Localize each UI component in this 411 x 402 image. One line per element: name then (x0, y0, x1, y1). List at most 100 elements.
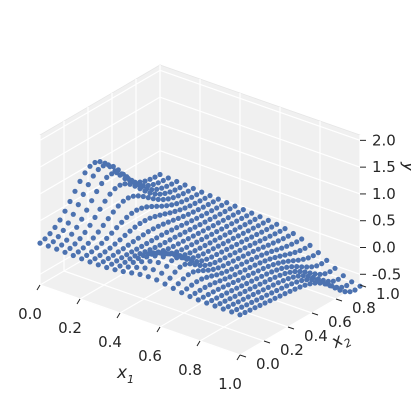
grid-line-x1 (79, 228, 201, 300)
data-point (347, 289, 353, 295)
data-point (75, 202, 81, 208)
data-point (174, 225, 180, 231)
x1-tick-mark (156, 326, 161, 333)
data-point (242, 309, 248, 316)
data-point (295, 257, 301, 263)
data-point (277, 253, 283, 259)
data-point (119, 255, 125, 261)
data-point (279, 265, 285, 271)
data-point (265, 263, 271, 269)
data-point (142, 265, 148, 271)
data-point (179, 247, 185, 253)
data-point (140, 232, 146, 238)
data-point (82, 229, 88, 235)
data-point (332, 285, 338, 291)
data-point (210, 199, 216, 205)
data-point (162, 211, 168, 217)
data-point (202, 195, 208, 201)
data-point (144, 240, 150, 247)
data-point (274, 287, 280, 294)
data-point (297, 248, 303, 254)
data-point (87, 259, 93, 265)
data-point (167, 237, 173, 243)
data-point (80, 191, 86, 197)
data-point (167, 275, 173, 281)
data-point (139, 243, 145, 249)
data-point (230, 212, 236, 218)
x2-tick-mark (287, 326, 295, 330)
data-point (307, 242, 313, 248)
data-point (182, 261, 188, 267)
data-point (310, 253, 316, 259)
data-point (174, 201, 180, 207)
data-point (274, 221, 280, 227)
data-point (317, 280, 323, 286)
data-point (47, 231, 53, 237)
data-point (90, 235, 96, 241)
data-point (72, 241, 78, 247)
data-point (74, 224, 80, 230)
grid-line-x1 (119, 242, 241, 314)
data-point (100, 163, 106, 169)
data-point (190, 209, 196, 215)
data-point (209, 273, 215, 279)
data-point (257, 281, 263, 287)
data-point (217, 257, 223, 263)
data-point (212, 259, 218, 266)
data-point (187, 250, 193, 256)
data-point (229, 221, 235, 227)
data-point (160, 196, 166, 203)
data-point (170, 243, 176, 249)
data-point (234, 306, 240, 313)
data-point (167, 210, 173, 216)
data-point (250, 248, 256, 254)
data-point (160, 177, 166, 184)
data-point (127, 181, 133, 187)
data-point (122, 259, 128, 265)
data-point (214, 295, 220, 301)
data-point (309, 276, 315, 283)
data-point (105, 162, 111, 168)
grid-line-x1 (159, 256, 281, 328)
data-point (154, 186, 160, 192)
data-point (200, 251, 206, 257)
data-point (65, 220, 71, 226)
data-point (262, 258, 268, 264)
data-point (237, 291, 243, 297)
data-point (232, 227, 238, 233)
data-point (269, 248, 275, 254)
data-point (145, 229, 151, 235)
data-point (170, 195, 176, 201)
data-point (145, 274, 151, 280)
data-point (92, 256, 98, 262)
data-point (175, 193, 181, 199)
data-point (300, 256, 306, 262)
data-point (72, 188, 78, 194)
data-point (192, 262, 198, 268)
data-point (282, 291, 288, 297)
data-point (137, 220, 143, 227)
data-point (107, 245, 113, 251)
data-point (235, 299, 241, 305)
data-point (100, 222, 106, 228)
data-point (184, 197, 190, 203)
x2-tick-label: 0.4 (304, 327, 328, 345)
data-point (219, 292, 225, 299)
data-point (137, 271, 143, 277)
y-tick-label: 1.5 (372, 158, 396, 176)
data-point (124, 174, 130, 180)
data-point (45, 243, 51, 249)
data-point (89, 249, 95, 255)
data-point (270, 240, 276, 246)
data-point (267, 276, 273, 283)
data-point (315, 250, 321, 256)
data-point (55, 234, 61, 240)
data-point (260, 265, 266, 272)
data-point (227, 229, 233, 235)
data-point (217, 235, 223, 241)
data-point (237, 312, 243, 318)
data-point (120, 198, 126, 204)
data-point (220, 217, 226, 223)
data-point (152, 213, 158, 220)
data-point (292, 286, 298, 292)
